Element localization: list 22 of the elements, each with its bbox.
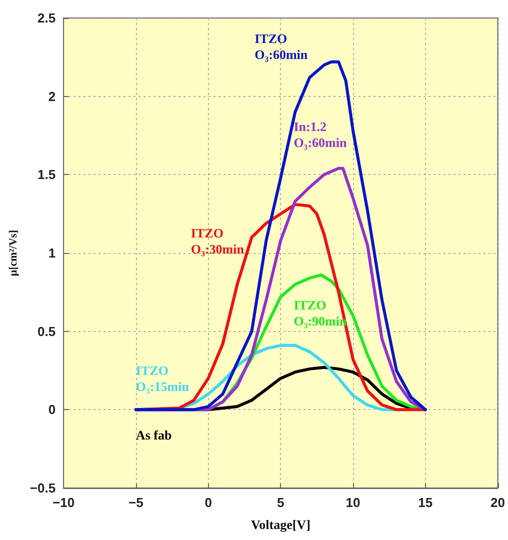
- series-label: As fab: [136, 427, 172, 442]
- series-label: ITZO O₃:15min: [136, 363, 190, 394]
- y-tick-label: 0.5: [37, 324, 56, 339]
- y-axis-title: μ[cm²/Vs]: [8, 230, 20, 276]
- series-label: ITZO O₃:60min: [254, 31, 308, 62]
- series-label: ITZO O₃:30min: [190, 225, 245, 256]
- line-series: [134, 60, 427, 412]
- y-tick-label: −0.5: [30, 480, 56, 496]
- y-tick-label: 2: [48, 88, 56, 104]
- y-tick-label: 2.5: [37, 10, 56, 26]
- x-tick-label: −5: [128, 495, 144, 510]
- y-tick-label: 1: [48, 246, 56, 260]
- y-tick-label: 1.5: [37, 167, 56, 182]
- series-label: In:1.2 O₃:60min: [294, 118, 348, 150]
- x-tick-label: −10: [52, 495, 75, 510]
- y-tick-label: 0: [48, 402, 56, 418]
- x-tick-label: 10: [346, 495, 360, 510]
- x-tick-label: 5: [277, 495, 284, 510]
- x-tick-label: 0: [204, 495, 212, 510]
- x-axis-title: Voltage[V]: [250, 517, 310, 532]
- x-tick-label: 15: [418, 495, 433, 510]
- x-tick-label: 20: [490, 495, 506, 510]
